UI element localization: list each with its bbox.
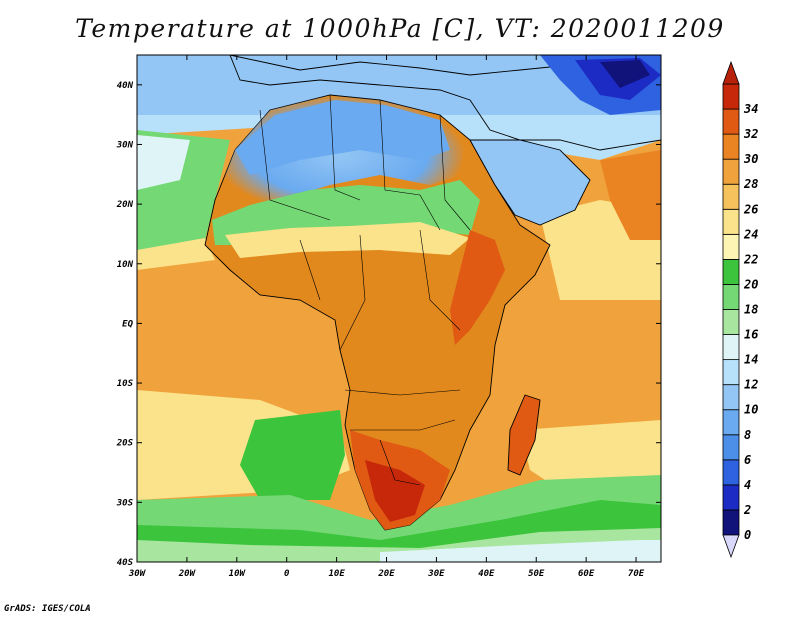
lon-tick-label: 0 bbox=[284, 569, 290, 579]
colorbar-label: 32 bbox=[743, 127, 758, 141]
colorbar-over-triangle bbox=[722, 60, 740, 85]
south-indian-yellow bbox=[520, 420, 661, 490]
lon-tick-label: 50E bbox=[528, 569, 545, 579]
colorbar-label: 22 bbox=[743, 252, 758, 266]
colorbar-label: 6 bbox=[744, 453, 751, 467]
lat-tick-label: 30N bbox=[116, 140, 134, 150]
lat-tick-label: EQ bbox=[122, 319, 133, 329]
lon-tick-label: 10E bbox=[328, 569, 345, 579]
south-africa-hotspot bbox=[365, 460, 425, 522]
south-atlantic-green bbox=[240, 410, 345, 500]
lon-tick-label: 60E bbox=[578, 569, 595, 579]
colorbar-swatch bbox=[722, 309, 740, 335]
colorbar-label: 8 bbox=[744, 428, 751, 442]
colorbar-label: 4 bbox=[744, 478, 751, 492]
sahel-yellow bbox=[225, 222, 470, 258]
india-warm bbox=[600, 150, 661, 240]
europe-mideast-coast bbox=[229, 55, 661, 151]
colorbar-swatch bbox=[722, 409, 740, 436]
longitude-axis: 30W 20W 10W 0 10E 20E 30E 40E 50E 60E 70E bbox=[128, 55, 645, 579]
lon-tick-label: 20W bbox=[178, 569, 197, 579]
colorbar-swatch bbox=[722, 434, 740, 461]
colorbar-label: 28 bbox=[743, 177, 758, 191]
madagascar bbox=[507, 394, 541, 476]
colorbar-label: 2 bbox=[743, 503, 751, 517]
colorbar-label: 10 bbox=[744, 403, 758, 417]
lon-tick-label: 70E bbox=[628, 569, 645, 579]
colorbar-label: 0 bbox=[744, 528, 751, 542]
grads-credit: GrADS: IGES/COLA bbox=[4, 604, 91, 614]
lat-tick-label: 10N bbox=[117, 260, 134, 270]
colorbar-label: 16 bbox=[744, 328, 758, 342]
colorbar-label: 20 bbox=[743, 277, 758, 291]
colorbar-swatch bbox=[722, 183, 740, 210]
southern-ocean-cyan bbox=[380, 540, 661, 562]
colorbar-swatch bbox=[722, 359, 740, 386]
colorbar-swatch bbox=[722, 83, 740, 110]
lat-tick-label: 20N bbox=[116, 200, 134, 210]
colorbar-swatch bbox=[722, 509, 740, 536]
country-borders bbox=[259, 94, 471, 486]
lon-tick-label: 20E bbox=[377, 569, 395, 579]
lon-tick-label: 10W bbox=[229, 569, 247, 579]
colorbar-label: 12 bbox=[744, 378, 758, 392]
lon-tick-label: 40E bbox=[478, 569, 495, 579]
colorbar-label: 14 bbox=[744, 353, 758, 367]
colorbar-label: 18 bbox=[744, 303, 758, 317]
lon-tick-label: 30E bbox=[427, 569, 445, 579]
colorbar-label: 30 bbox=[743, 152, 758, 166]
lat-tick-label: 40S bbox=[117, 558, 134, 568]
colorbar-swatch bbox=[722, 459, 740, 486]
lat-tick-label: 40N bbox=[117, 81, 134, 91]
atlantic-north-cyan bbox=[137, 135, 190, 190]
lat-tick-label: 20S bbox=[116, 439, 134, 449]
colorbar-swatch bbox=[722, 258, 740, 285]
colorbar-label: 26 bbox=[743, 202, 758, 216]
colorbar-swatch bbox=[722, 384, 740, 411]
colorbar-swatch bbox=[722, 133, 740, 160]
colorbar-swatch bbox=[722, 233, 740, 260]
colorbar-label: 24 bbox=[743, 227, 758, 241]
east-africa-hot bbox=[450, 230, 505, 345]
atlantic-yellow-strip bbox=[137, 238, 215, 270]
colorbar-swatch bbox=[722, 158, 740, 185]
page-title: Temperature at 1000hPa [C], VT: 20200112… bbox=[75, 14, 725, 43]
colorbar-swatch bbox=[722, 208, 740, 235]
temperature-field bbox=[137, 55, 661, 562]
colorbar-swatch bbox=[722, 484, 740, 511]
colorbar-label: 34 bbox=[743, 102, 758, 116]
colorbar-swatch bbox=[722, 334, 740, 361]
arabia bbox=[469, 139, 591, 226]
lon-tick-label: 30W bbox=[128, 569, 147, 579]
latitude-axis: 40N 30N 20N 10N EQ 10S 20S 30S 40S bbox=[116, 81, 661, 568]
map-frame bbox=[136, 54, 662, 563]
sahara-cold-core bbox=[235, 100, 450, 175]
colorbar-under-triangle bbox=[722, 534, 740, 559]
colorbar-swatch bbox=[722, 108, 740, 135]
northeast-coldest bbox=[600, 60, 650, 88]
lat-tick-label: 30S bbox=[116, 498, 134, 508]
lat-tick-label: 10S bbox=[117, 379, 134, 389]
colorbar-swatch bbox=[722, 284, 740, 310]
